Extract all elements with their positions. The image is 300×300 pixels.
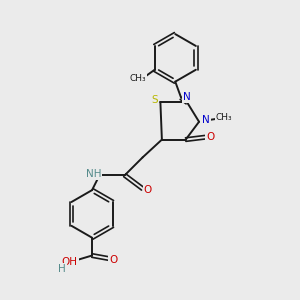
Text: CH₃: CH₃ — [216, 113, 232, 122]
Text: N: N — [202, 115, 209, 125]
Text: N: N — [183, 92, 191, 101]
Text: CH₃: CH₃ — [129, 74, 146, 83]
Text: H: H — [58, 264, 66, 274]
Text: OH: OH — [62, 257, 78, 267]
Text: O: O — [110, 255, 118, 265]
Text: O: O — [144, 185, 152, 195]
Text: O: O — [206, 132, 214, 142]
Text: NH: NH — [86, 169, 101, 179]
Text: S: S — [151, 95, 158, 105]
